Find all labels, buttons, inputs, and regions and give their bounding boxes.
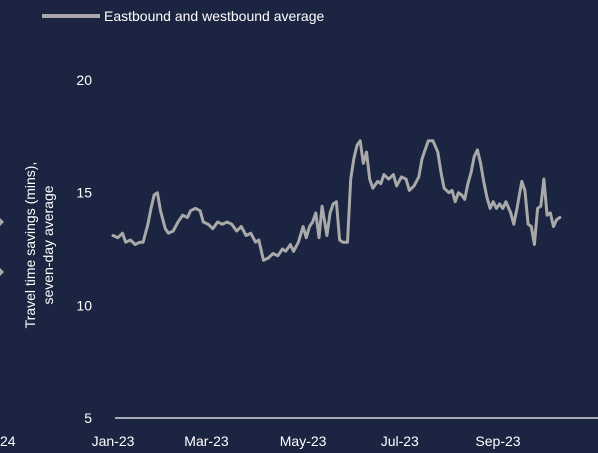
legend-label: Eastbound and westbound average (104, 8, 324, 24)
x-tick-label: Sep-23 (475, 433, 520, 449)
y-tick-label: 20 (76, 72, 92, 88)
legend: Eastbound and westbound average (42, 8, 324, 24)
x-tick-label: Mar-23 (184, 433, 229, 449)
left-edge-tick-fragment: 24 (0, 433, 16, 449)
x-tick-labels: Jan-23 Mar-23 May-23 Jul-23 Sep-23 (92, 433, 521, 449)
series-line-eastbound-westbound-average (111, 139, 562, 262)
x-tick-label: Jan-23 (92, 433, 135, 449)
y-tick-label: 15 (76, 185, 92, 201)
y-tick-label: 10 (76, 297, 92, 313)
x-tick-label: May-23 (280, 433, 327, 449)
x-tick-label: Jul-23 (381, 433, 419, 449)
y-axis-label-line2: seven-day average (40, 185, 56, 304)
y-axis-label-line1: Travel time savings (mins), (22, 162, 38, 329)
y-tick-labels: 20 15 10 5 (76, 72, 92, 426)
left-edge-artifact (0, 218, 4, 276)
y-tick-label: 5 (84, 410, 92, 426)
